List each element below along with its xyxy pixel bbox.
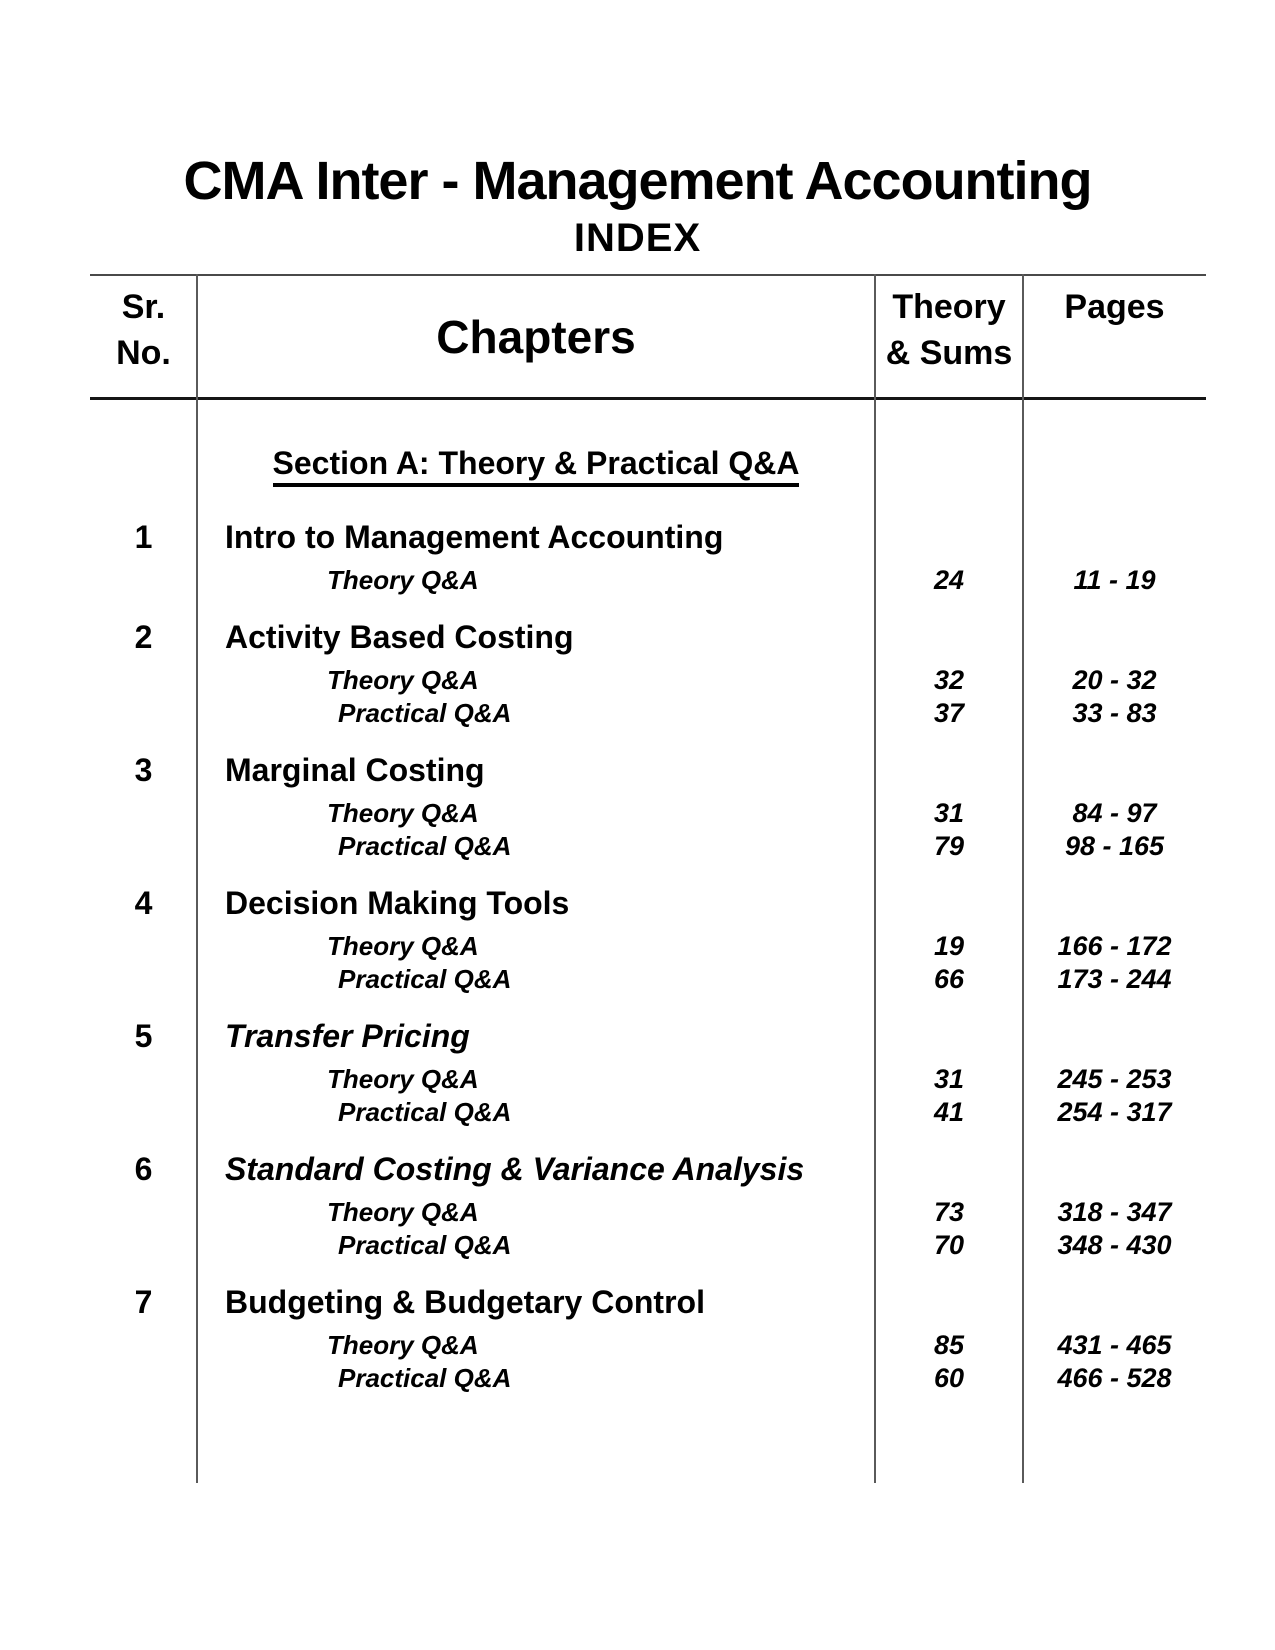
theory-sums-count: 85 bbox=[933, 1330, 965, 1360]
chapter-subrow: Practical Q&A 70 348 - 430 bbox=[90, 1229, 1206, 1261]
chapter-subrow: Practical Q&A 60 466 - 528 bbox=[90, 1362, 1206, 1394]
chapter-row: 3 Marginal Costing bbox=[90, 751, 1206, 789]
header-chapters: Chapters bbox=[436, 310, 636, 363]
header-theory-sums: Theory & Sums bbox=[875, 276, 1023, 397]
subrow-label: Theory Q&A bbox=[327, 665, 479, 695]
theory-sums-count: 66 bbox=[933, 964, 965, 994]
table-body: Section A: Theory & Practical Q&A 1 Intr… bbox=[90, 400, 1206, 1394]
subrow-label: Theory Q&A bbox=[327, 931, 479, 961]
theory-sums-count: 79 bbox=[933, 831, 965, 861]
theory-sums-count: 73 bbox=[933, 1197, 965, 1227]
pages-range: 98 - 165 bbox=[1064, 831, 1165, 861]
chapter-subrow: Theory Q&A 73 318 - 347 bbox=[90, 1196, 1206, 1228]
subrow-label: Theory Q&A bbox=[327, 1064, 479, 1094]
pages-range: 84 - 97 bbox=[1072, 798, 1157, 828]
subrow-label: Theory Q&A bbox=[327, 798, 479, 828]
chapter-subrow: Practical Q&A 66 173 - 244 bbox=[90, 963, 1206, 995]
pages-range: 348 - 430 bbox=[1057, 1230, 1172, 1260]
chapter-subrow: Theory Q&A 24 11 - 19 bbox=[90, 564, 1206, 596]
chapter-subrow: Theory Q&A 31 245 - 253 bbox=[90, 1063, 1206, 1095]
chapter-row: 4 Decision Making Tools bbox=[90, 884, 1206, 922]
subrow-label: Theory Q&A bbox=[327, 565, 479, 595]
chapter-title: Marginal Costing bbox=[225, 752, 485, 788]
subrow-label: Practical Q&A bbox=[338, 1097, 512, 1127]
pages-range: 245 - 253 bbox=[1057, 1064, 1172, 1094]
chapter-number: 6 bbox=[134, 1151, 153, 1187]
section-heading: Section A: Theory & Practical Q&A bbox=[197, 447, 875, 490]
chapter-number: 4 bbox=[134, 885, 153, 921]
theory-sums-count: 60 bbox=[933, 1363, 965, 1393]
index-table: Sr. No. Chapters Theory & Sums Pages Sec… bbox=[90, 274, 1206, 1483]
subrow-label: Practical Q&A bbox=[338, 1230, 512, 1260]
pages-range: 318 - 347 bbox=[1057, 1197, 1172, 1227]
header-bottom-rule bbox=[90, 397, 1206, 400]
theory-sums-count: 31 bbox=[933, 1064, 965, 1094]
chapter-subrow: Theory Q&A 31 84 - 97 bbox=[90, 797, 1206, 829]
theory-sums-count: 41 bbox=[933, 1097, 965, 1127]
chapter-row: 5 Transfer Pricing bbox=[90, 1017, 1206, 1055]
header-theory-line2: & Sums bbox=[885, 334, 1013, 372]
chapter-number: 7 bbox=[134, 1284, 153, 1320]
chapter-subrow: Theory Q&A 19 166 - 172 bbox=[90, 930, 1206, 962]
chapter-row: 7 Budgeting & Budgetary Control bbox=[90, 1283, 1206, 1321]
pages-range: 166 - 172 bbox=[1057, 931, 1172, 961]
subrow-label: Practical Q&A bbox=[338, 1363, 512, 1393]
theory-sums-count: 24 bbox=[933, 565, 965, 595]
pages-range: 20 - 32 bbox=[1072, 665, 1157, 695]
column-divider bbox=[874, 274, 876, 1483]
chapter-title: Transfer Pricing bbox=[225, 1018, 470, 1054]
header-pages: Pages bbox=[1064, 288, 1165, 326]
chapter-subrow: Practical Q&A 41 254 - 317 bbox=[90, 1096, 1206, 1128]
subrow-label: Theory Q&A bbox=[327, 1330, 479, 1360]
chapter-subrow: Practical Q&A 79 98 - 165 bbox=[90, 830, 1206, 862]
header-sr-line1: Sr. bbox=[121, 288, 166, 326]
chapter-row: 1 Intro to Management Accounting bbox=[90, 518, 1206, 556]
chapter-title: Intro to Management Accounting bbox=[225, 519, 724, 555]
subrow-label: Practical Q&A bbox=[338, 698, 512, 728]
pages-range: 466 - 528 bbox=[1057, 1363, 1172, 1393]
header-theory-line1: Theory bbox=[892, 288, 1006, 326]
column-divider bbox=[1022, 274, 1024, 1483]
chapter-number: 3 bbox=[134, 752, 153, 788]
chapter-title: Standard Costing & Variance Analysis bbox=[225, 1151, 805, 1187]
header-sr-no: Sr. No. bbox=[90, 276, 197, 397]
pages-range: 173 - 244 bbox=[1057, 964, 1172, 994]
document-title: CMA Inter - Management Accounting bbox=[183, 151, 1092, 211]
chapter-subrow: Theory Q&A 32 20 - 32 bbox=[90, 664, 1206, 696]
chapter-row: 2 Activity Based Costing bbox=[90, 618, 1206, 656]
theory-sums-count: 37 bbox=[933, 698, 965, 728]
theory-sums-count: 31 bbox=[933, 798, 965, 828]
subrow-label: Practical Q&A bbox=[338, 964, 512, 994]
table-top-rule bbox=[90, 274, 1206, 276]
theory-sums-count: 32 bbox=[933, 665, 965, 695]
chapter-title: Decision Making Tools bbox=[225, 885, 570, 921]
subrow-label: Theory Q&A bbox=[327, 1197, 479, 1227]
chapter-number: 2 bbox=[134, 619, 153, 655]
chapter-subrow: Theory Q&A 85 431 - 465 bbox=[90, 1329, 1206, 1361]
chapter-title: Budgeting & Budgetary Control bbox=[225, 1284, 705, 1320]
chapter-number: 5 bbox=[134, 1018, 153, 1054]
column-divider bbox=[196, 274, 198, 1483]
subrow-label: Practical Q&A bbox=[338, 831, 512, 861]
pages-range: 431 - 465 bbox=[1057, 1330, 1172, 1360]
chapter-title: Activity Based Costing bbox=[225, 619, 574, 655]
table-header-row: Sr. No. Chapters Theory & Sums Pages bbox=[90, 276, 1206, 397]
section-heading-row: Section A: Theory & Practical Q&A bbox=[90, 447, 1206, 487]
header-sr-line2: No. bbox=[116, 334, 171, 372]
index-heading: INDEX bbox=[573, 216, 702, 260]
chapter-row: 6 Standard Costing & Variance Analysis bbox=[90, 1150, 1206, 1188]
theory-sums-count: 70 bbox=[933, 1230, 965, 1260]
pages-range: 254 - 317 bbox=[1057, 1097, 1172, 1127]
chapter-subrow: Practical Q&A 37 33 - 83 bbox=[90, 697, 1206, 729]
chapter-number: 1 bbox=[134, 519, 153, 555]
theory-sums-count: 19 bbox=[933, 931, 965, 961]
pages-range: 11 - 19 bbox=[1073, 565, 1156, 595]
pages-range: 33 - 83 bbox=[1072, 698, 1157, 728]
